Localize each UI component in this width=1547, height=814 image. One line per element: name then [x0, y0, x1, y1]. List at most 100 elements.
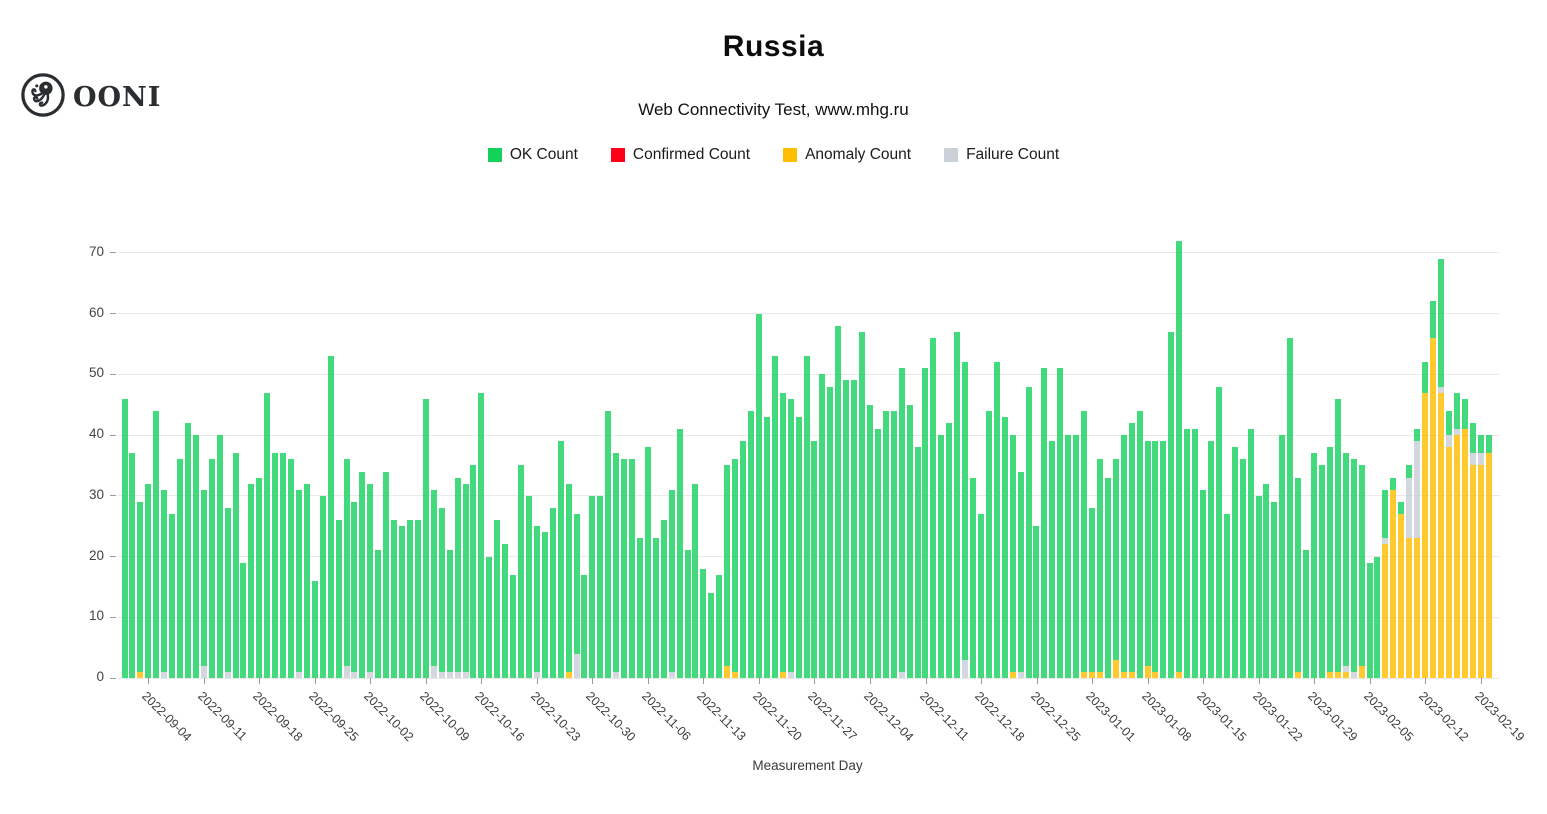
bar-2022-09-24[interactable] — [303, 483, 310, 678]
bar-2022-10-31[interactable] — [597, 495, 604, 678]
bar-2022-12-21[interactable] — [1001, 416, 1008, 678]
bar-2022-12-14[interactable] — [946, 422, 953, 678]
bar-2022-11-03[interactable] — [621, 459, 628, 678]
bar-2023-01-18[interactable] — [1223, 514, 1230, 678]
bar-2022-12-09[interactable] — [906, 404, 913, 678]
bar-2022-11-22[interactable] — [771, 356, 778, 678]
bar-2022-10-08[interactable] — [414, 520, 421, 678]
bar-2022-09-10[interactable] — [192, 435, 199, 678]
bar-2022-09-02[interactable] — [129, 453, 136, 678]
bar-2023-01-07[interactable] — [1136, 410, 1143, 678]
bar-2022-11-21[interactable] — [763, 416, 770, 678]
bar-2022-09-12[interactable] — [208, 459, 215, 678]
bar-2022-12-15[interactable] — [954, 331, 961, 678]
bar-2023-01-09[interactable] — [1152, 441, 1159, 678]
bar-2022-09-19[interactable] — [264, 392, 271, 678]
bar-2022-11-20[interactable] — [755, 313, 762, 678]
bar-2022-10-05[interactable] — [391, 520, 398, 678]
bar-2022-09-22[interactable] — [288, 459, 295, 678]
bar-2022-12-05[interactable] — [874, 429, 881, 678]
bar-2022-11-02[interactable] — [613, 453, 620, 678]
bar-2022-12-24[interactable] — [1025, 386, 1032, 678]
bar-2023-02-16[interactable] — [1453, 392, 1460, 678]
bar-2023-01-29[interactable] — [1311, 453, 1318, 678]
bar-2022-12-07[interactable] — [890, 410, 897, 678]
bar-2022-12-26[interactable] — [1041, 368, 1048, 678]
bar-2022-12-10[interactable] — [914, 447, 921, 678]
bar-2022-10-13[interactable] — [454, 477, 461, 678]
bar-2023-02-03[interactable] — [1350, 459, 1357, 678]
bar-2023-01-30[interactable] — [1318, 465, 1325, 678]
bar-2023-01-05[interactable] — [1120, 435, 1127, 678]
ooni-logo[interactable]: OONI — [20, 72, 161, 123]
bar-2022-09-04[interactable] — [145, 483, 152, 678]
bar-2022-09-11[interactable] — [200, 489, 207, 678]
bar-2022-12-04[interactable] — [866, 404, 873, 678]
bar-2022-09-15[interactable] — [232, 453, 239, 678]
bar-2022-09-08[interactable] — [177, 459, 183, 678]
bar-2023-02-10[interactable] — [1406, 465, 1413, 678]
bar-2022-10-21[interactable] — [518, 465, 524, 678]
bar-2023-01-04[interactable] — [1112, 459, 1119, 678]
bar-2022-09-07[interactable] — [169, 514, 176, 678]
bar-2023-02-06[interactable] — [1374, 556, 1381, 678]
bar-2022-12-12[interactable] — [930, 337, 937, 678]
bar-2023-01-16[interactable] — [1207, 441, 1214, 678]
bar-2022-09-29[interactable] — [343, 459, 350, 678]
bar-2022-12-29[interactable] — [1065, 435, 1072, 678]
bar-2022-11-29[interactable] — [827, 386, 834, 678]
bar-2022-10-15[interactable] — [470, 465, 477, 678]
bar-2022-11-14[interactable] — [708, 592, 715, 678]
bar-2022-11-04[interactable] — [629, 459, 636, 678]
bar-2023-02-11[interactable] — [1414, 429, 1421, 678]
bar-2022-11-30[interactable] — [835, 325, 842, 678]
bar-2022-12-23[interactable] — [1017, 471, 1024, 678]
bar-2023-01-02[interactable] — [1096, 459, 1103, 678]
bar-2023-01-10[interactable] — [1160, 441, 1167, 678]
bar-2022-12-28[interactable] — [1057, 368, 1064, 678]
bar-2023-02-09[interactable] — [1398, 501, 1405, 678]
bar-2022-11-28[interactable] — [819, 374, 826, 678]
bar-2022-10-18[interactable] — [494, 520, 501, 678]
bar-2023-01-15[interactable] — [1200, 489, 1206, 678]
bar-2022-11-01[interactable] — [605, 410, 612, 678]
bar-2022-09-16[interactable] — [240, 562, 247, 678]
bar-2022-11-11[interactable] — [684, 550, 691, 678]
bar-2023-01-23[interactable] — [1263, 483, 1270, 678]
bar-2022-09-28[interactable] — [335, 520, 342, 678]
bar-2022-09-30[interactable] — [351, 501, 358, 678]
bar-2022-10-14[interactable] — [462, 483, 469, 678]
bar-2023-01-25[interactable] — [1279, 435, 1286, 678]
bar-2023-02-01[interactable] — [1334, 398, 1341, 678]
bar-2022-12-30[interactable] — [1073, 435, 1080, 678]
bar-2022-09-20[interactable] — [272, 453, 279, 678]
bar-2023-02-07[interactable] — [1382, 489, 1389, 678]
bar-2022-10-28[interactable] — [573, 514, 580, 678]
bar-2023-02-18[interactable] — [1469, 422, 1476, 678]
bar-2022-10-20[interactable] — [510, 574, 517, 678]
bar-2022-10-04[interactable] — [383, 471, 390, 678]
bar-2023-02-20[interactable] — [1485, 435, 1492, 678]
bar-2022-11-08[interactable] — [660, 520, 667, 678]
bar-2022-12-27[interactable] — [1049, 441, 1056, 678]
legend-item-failure-count[interactable]: Failure Count — [944, 146, 1059, 164]
bar-2022-11-26[interactable] — [803, 356, 810, 678]
bar-2022-12-06[interactable] — [882, 410, 889, 678]
bar-2022-11-16[interactable] — [724, 465, 731, 678]
bar-2022-12-19[interactable] — [985, 410, 992, 678]
bar-2023-01-17[interactable] — [1215, 386, 1222, 678]
bar-2022-12-03[interactable] — [859, 331, 865, 678]
bar-2023-01-27[interactable] — [1295, 477, 1302, 678]
bar-2022-11-09[interactable] — [668, 489, 675, 678]
bar-2023-01-12[interactable] — [1176, 240, 1183, 678]
bar-2023-02-08[interactable] — [1390, 477, 1397, 678]
bar-2022-10-23[interactable] — [533, 526, 540, 678]
legend-item-ok-count[interactable]: OK Count — [487, 146, 578, 164]
bar-2023-01-11[interactable] — [1168, 331, 1175, 678]
bar-2022-10-16[interactable] — [478, 392, 485, 678]
bar-2022-10-10[interactable] — [430, 489, 437, 678]
bar-2023-01-24[interactable] — [1271, 501, 1278, 678]
bar-2022-10-01[interactable] — [359, 471, 366, 678]
bar-2023-01-21[interactable] — [1247, 429, 1254, 678]
legend-item-anomaly-count[interactable]: Anomaly Count — [783, 146, 911, 164]
